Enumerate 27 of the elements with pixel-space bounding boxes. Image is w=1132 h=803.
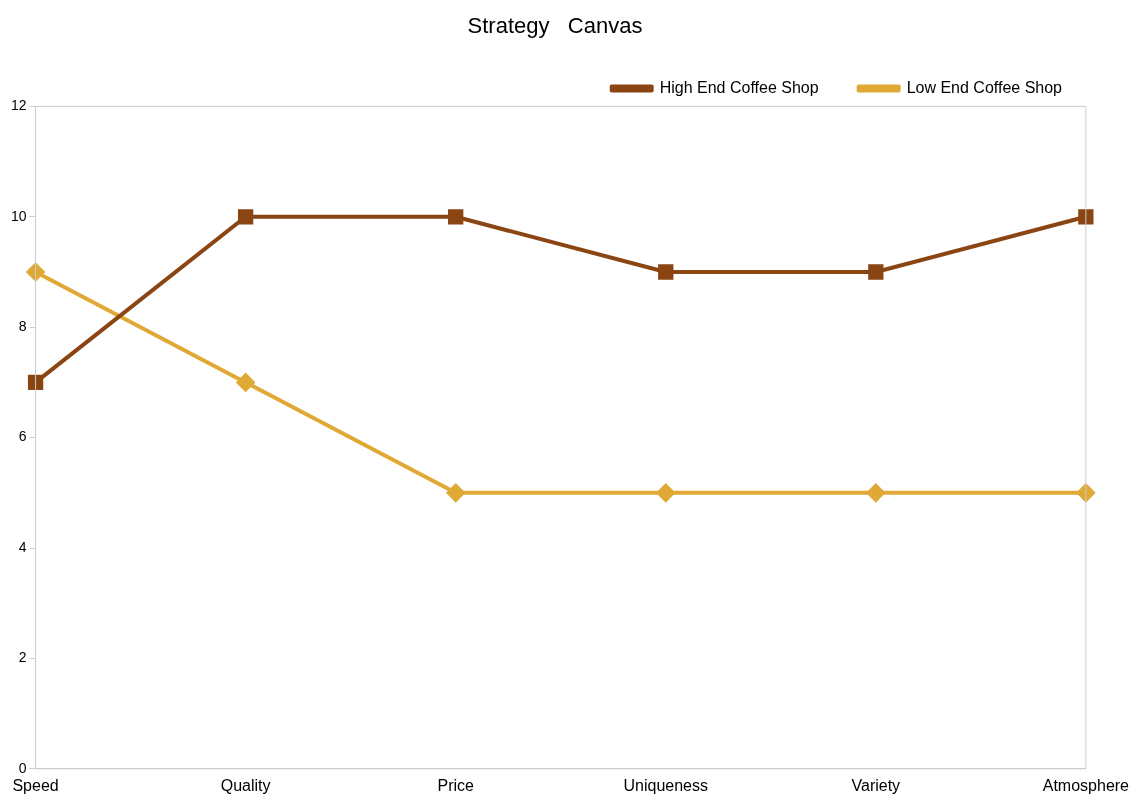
point <box>658 264 674 280</box>
y-tick-label: 0 <box>18 759 27 776</box>
point <box>446 483 465 502</box>
x-tick-label: Speed <box>12 776 59 794</box>
y-tick-label: 8 <box>18 318 27 335</box>
x-tick-label: Uniqueness <box>623 776 708 794</box>
point <box>1078 209 1094 225</box>
chart-title: Strategy Canvas <box>467 13 643 39</box>
point <box>237 209 254 225</box>
legend-label: Low End Coffee Shop <box>906 78 1063 96</box>
point <box>866 483 885 502</box>
x-tick-label: Atmosphere <box>1042 776 1130 794</box>
y-tick-label: 6 <box>18 428 27 445</box>
y-tick-label: 12 <box>10 97 27 114</box>
y-tick-label: 10 <box>10 207 27 224</box>
x-tick-label: Variety <box>851 776 901 794</box>
point <box>236 373 255 392</box>
point <box>656 483 675 502</box>
y-tick-label: 2 <box>18 649 27 666</box>
y-tick-label: 4 <box>18 538 27 555</box>
legend-label: High End Coffee Shop <box>659 78 819 96</box>
point <box>868 264 884 280</box>
point <box>26 263 45 281</box>
point <box>448 209 464 225</box>
point <box>27 374 44 391</box>
x-tick-label: Price <box>437 776 475 794</box>
x-tick-label: Quality <box>220 776 271 794</box>
